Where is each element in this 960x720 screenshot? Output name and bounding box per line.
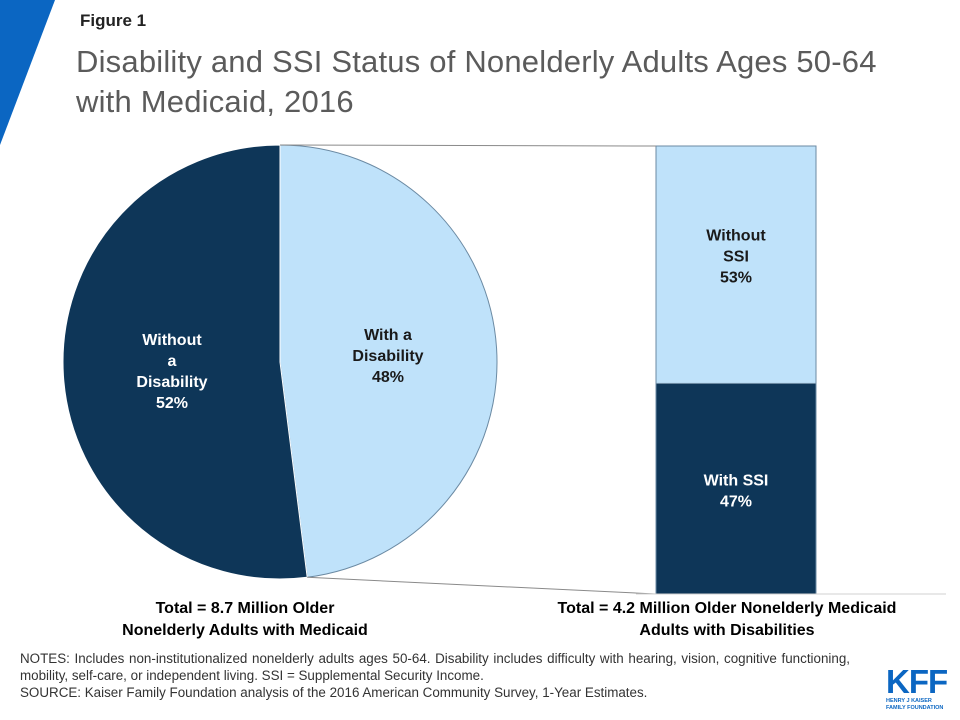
connector-line-bottom — [307, 576, 657, 595]
kff-logo-text: KFF — [886, 663, 948, 700]
bar-segment-without-ssi-label-line: 53% — [720, 270, 752, 287]
corner-decoration — [0, 0, 55, 145]
bar-segment-with-ssi-label-line: 47% — [720, 494, 752, 511]
chart-title: Disability and SSI Status of Nonelderly … — [76, 44, 877, 119]
pie-slice-with-disability — [279, 144, 498, 578]
pie-total-line-2: Nonelderly Adults with Medicaid — [122, 622, 368, 639]
pie-slice-without-disability-label-line: a — [168, 353, 177, 370]
bar-total-line-1: Total = 4.2 Million Older Nonelderly Med… — [557, 600, 897, 617]
figure-label: Figure 1 — [80, 11, 147, 30]
bar-segment-without-ssi-label-line: SSI — [723, 249, 749, 266]
kff-logo: KFF HENRY J KAISER FAMILY FOUNDATION — [886, 663, 948, 711]
pie-total-line-1: Total = 8.7 Million Older — [155, 600, 335, 617]
bar-segment-without-ssi-label-line: Without — [706, 228, 766, 245]
pie-total-label: Total = 8.7 Million Older Nonelderly Adu… — [60, 598, 430, 642]
pie-slice-with-disability-label-line: Disability — [352, 348, 423, 365]
chart-area: With a Disability 48% Without a Disability 52%… — [62, 144, 946, 595]
bar-segment-with-ssi-label-line: With SSI — [704, 473, 769, 490]
notes-text: NOTES: Includes non-institutionalized no… — [20, 651, 850, 683]
pie-slice-without-disability-label-line: 52% — [156, 395, 188, 412]
pie-slice-without-disability-label: Without a Disability 52% — [136, 332, 207, 412]
kff-logo-line-1: HENRY J KAISER — [886, 698, 932, 704]
pie-slice-without-disability-label-line: Without — [142, 332, 202, 349]
pie-slice-without-disability-label-line: Disability — [136, 374, 207, 391]
notes-block: NOTES: Includes non-institutionalized no… — [20, 650, 850, 701]
pie-slice-with-disability-label-line: 48% — [372, 369, 404, 386]
bar-segment-with-ssi-label: With SSI 47% — [704, 473, 769, 511]
pie-slice-without-disability — [62, 144, 308, 580]
kff-logo-line-2: FAMILY FOUNDATION — [886, 704, 944, 711]
source-text: SOURCE: Kaiser Family Foundation analysi… — [20, 685, 648, 700]
connector-line-top — [279, 144, 657, 147]
bar-total-line-2: Adults with Disabilities — [639, 622, 815, 639]
bar-segment-without-ssi-label: Without SSI 53% — [706, 228, 766, 287]
bar-total-label: Total = 4.2 Million Older Nonelderly Med… — [500, 598, 954, 642]
pie-slice-with-disability-label: With a Disability 48% — [352, 327, 423, 386]
pie-slice-with-disability-label-line: With a — [364, 327, 412, 344]
bar-segment-without-ssi — [655, 145, 817, 384]
